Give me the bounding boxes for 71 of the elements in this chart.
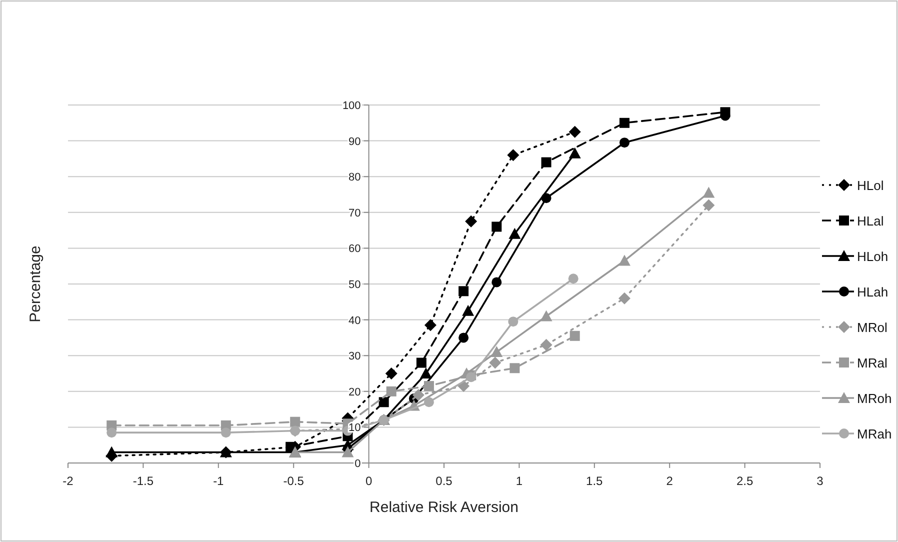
x-tick-label: 0: [365, 474, 372, 488]
point: [420, 368, 432, 378]
point: [386, 386, 396, 396]
point: [342, 446, 354, 458]
point: [619, 118, 630, 128]
point: [424, 381, 434, 392]
legend-label: HLol: [857, 178, 884, 193]
point: [618, 254, 630, 266]
x-tick-label: 1.5: [586, 474, 604, 488]
x-tick-label: 2.5: [736, 474, 754, 488]
y-tick-label: 80: [348, 172, 361, 184]
point: [412, 388, 424, 401]
x-tick-label: -2: [62, 474, 74, 488]
point: [378, 397, 389, 408]
point: [508, 316, 518, 327]
legend-label: MRol: [857, 320, 888, 335]
point: [106, 428, 117, 438]
y-tick-label: 40: [348, 314, 361, 327]
legend-label: HLal: [857, 214, 884, 228]
point: [462, 304, 474, 316]
point: [508, 228, 521, 239]
y-tick-label: 50: [348, 279, 361, 291]
point: [106, 446, 118, 458]
y-tick-label: 60: [348, 243, 361, 256]
y-tick-label: 70: [348, 207, 361, 220]
legend-label: MRal: [857, 356, 888, 370]
point: [424, 319, 436, 332]
legend-label: HLoh: [857, 249, 888, 264]
point: [541, 157, 552, 168]
point: [290, 416, 300, 427]
point: [570, 330, 580, 341]
point: [489, 356, 502, 369]
x-tick-label: -0.5: [283, 474, 304, 488]
point: [619, 138, 630, 148]
point: [424, 397, 434, 408]
x-axis-title: Relative Risk Aversion: [370, 499, 518, 516]
legend-label: MRoh: [857, 391, 892, 406]
point: [416, 358, 426, 368]
point: [568, 274, 578, 284]
point: [568, 147, 581, 158]
point: [385, 368, 398, 380]
point: [458, 332, 469, 343]
x-tick-label: 3: [816, 474, 824, 488]
point: [702, 186, 715, 198]
point: [568, 126, 581, 138]
x-tick-label: -1: [213, 474, 224, 488]
point: [540, 338, 552, 351]
y-tick-label: 30: [348, 350, 361, 363]
point: [492, 222, 502, 232]
point: [220, 428, 231, 438]
x-tick-label: 2: [666, 474, 674, 488]
y-tick-label: 100: [342, 100, 361, 112]
point: [510, 363, 520, 374]
point: [702, 199, 715, 212]
x-tick-label: -1.5: [132, 474, 154, 488]
y-axis-title: Percentage: [27, 246, 44, 322]
legend-label: MRah: [857, 426, 892, 442]
point: [540, 310, 552, 322]
legend-label: HLah: [857, 284, 888, 300]
point: [492, 277, 502, 288]
y-tick-label: 90: [348, 136, 361, 148]
point: [507, 149, 520, 162]
point: [490, 346, 503, 358]
y-tick-label: 0: [354, 458, 361, 470]
point: [618, 292, 630, 304]
x-tick-label: 0.5: [436, 474, 453, 488]
point: [541, 193, 552, 204]
y-tick-label: 20: [348, 386, 361, 398]
point: [465, 215, 478, 228]
point: [458, 286, 469, 296]
x-tick-label: 1: [516, 474, 523, 488]
